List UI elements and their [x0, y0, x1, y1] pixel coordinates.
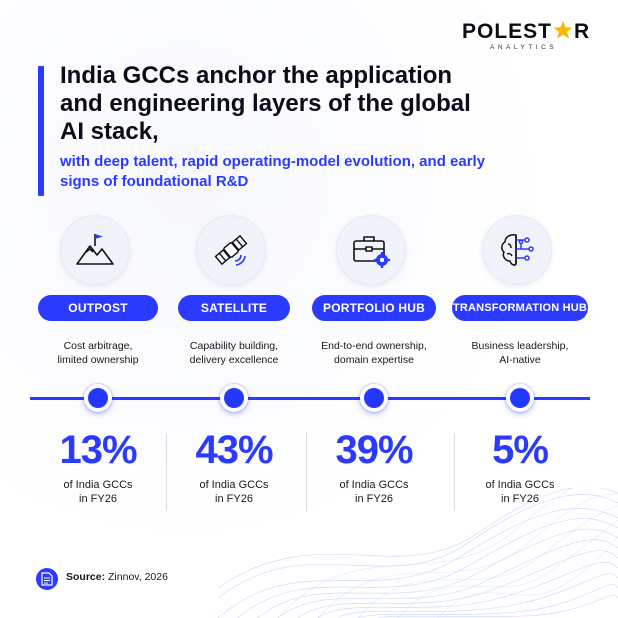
stage-label-pill: SATELLITE [178, 295, 290, 321]
mountain-flag-icon [76, 234, 114, 265]
brain-circuit-icon [501, 234, 534, 266]
stage-description: End-to-end ownership, domain expertise [321, 340, 427, 366]
page-subtitle: with deep talent, rapid operating-model … [60, 153, 486, 190]
polestar-logo: POLEST R ANALYTICS [462, 20, 602, 56]
stat-percent: 43% [195, 428, 273, 472]
stage-description: Business leadership, AI-native [471, 340, 569, 366]
timeline-dot [84, 384, 112, 412]
stage-description: Cost arbitrage, limited ownership [57, 340, 139, 366]
stage-icon-circle [482, 215, 552, 285]
logo-text-right: R [574, 20, 591, 43]
stat-divider [454, 433, 455, 511]
logo-tagline: ANALYTICS [490, 44, 558, 51]
stat-percent: 39% [335, 428, 413, 472]
satellite-icon [214, 234, 248, 266]
stage-icon-circle [336, 215, 406, 285]
briefcase-gear-icon [353, 236, 390, 268]
stat-label: of India GCCs in FY26 [63, 479, 133, 505]
timeline-dot [506, 384, 534, 412]
stage-label-pill: OUTPOST [38, 295, 158, 321]
stat-divider [166, 433, 167, 511]
title-accent-bar [38, 66, 44, 196]
stage-description: Capability building, delivery excellence [189, 340, 279, 366]
timeline-dot [360, 384, 388, 412]
source-citation: Source: Zinnov, 2026 [66, 571, 168, 583]
stat-label: of India GCCs in FY26 [339, 479, 409, 505]
stat-transformation-hub: 5% of India GCCs in FY26 [460, 428, 580, 506]
stat-outpost: 13% of India GCCs in FY26 [38, 428, 158, 506]
logo-text-left: POLEST [462, 20, 553, 43]
stage-icon-circle [196, 215, 266, 285]
stage-label-pill: PORTFOLIO HUB [312, 295, 436, 321]
stage-icon-circle [60, 215, 130, 285]
star-icon [553, 21, 573, 39]
stat-label: of India GCCs in FY26 [485, 479, 555, 505]
page-title: India GCCs anchor the application and en… [60, 62, 471, 145]
stage-label-pill: TRANSFORMATION HUB [452, 295, 588, 321]
stat-portfolio-hub: 39% of India GCCs in FY26 [314, 428, 434, 506]
stat-percent: 13% [59, 428, 137, 472]
timeline-line [30, 397, 590, 400]
document-icon [36, 568, 58, 590]
stat-divider [306, 433, 307, 511]
stat-label: of India GCCs in FY26 [199, 479, 269, 505]
timeline-dot [220, 384, 248, 412]
wave-pattern-decoration [218, 488, 618, 618]
stat-satellite: 43% of India GCCs in FY26 [174, 428, 294, 506]
stat-percent: 5% [492, 428, 549, 472]
